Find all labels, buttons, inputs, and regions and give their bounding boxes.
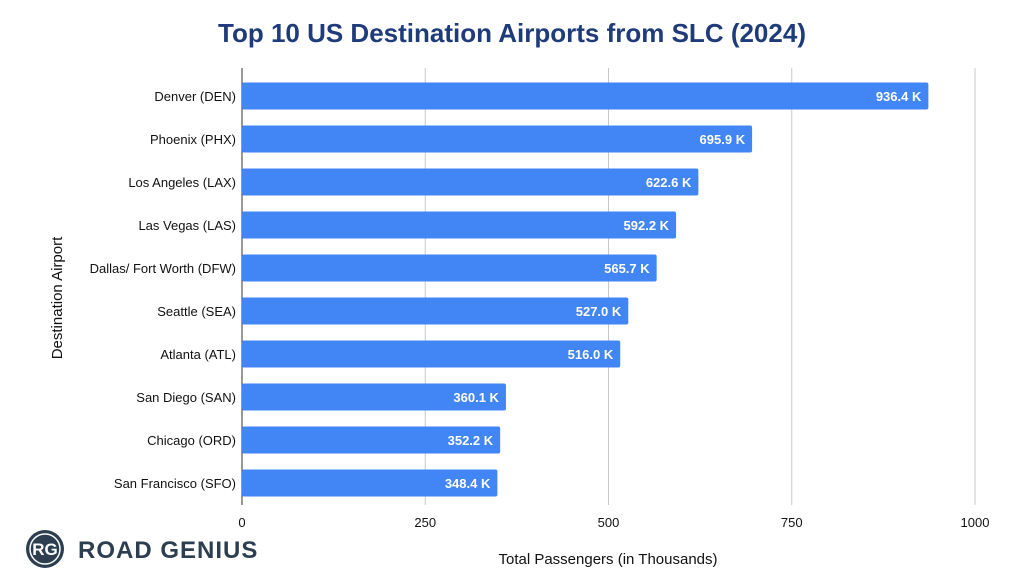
category-label: San Francisco (SFO): [114, 476, 236, 491]
bar: [242, 254, 657, 282]
chart-title: Top 10 US Destination Airports from SLC …: [218, 18, 806, 48]
category-label: Atlanta (ATL): [160, 347, 236, 362]
bar: [242, 469, 498, 497]
category-labels: Denver (DEN) Phoenix (PHX) Los Angeles (LA…: [90, 89, 236, 491]
category-label: Dallas/ Fort Worth (DFW): [90, 261, 236, 276]
bar: [242, 211, 677, 239]
logo-mark-circle: [26, 530, 64, 568]
data-label: 622.6 K: [646, 175, 692, 190]
logo-mark-ring: [29, 533, 61, 565]
data-label: 565.7 K: [604, 261, 650, 276]
road-genius-logo: RG ROAD GENIUS: [26, 530, 258, 568]
x-tick-label: 250: [414, 515, 436, 530]
category-label: Las Vegas (LAS): [138, 218, 236, 233]
data-label: 695.9 K: [700, 132, 746, 147]
category-label: Denver (DEN): [154, 89, 236, 104]
data-label: 527.0 K: [576, 304, 622, 319]
category-label: Phoenix (PHX): [150, 132, 236, 147]
category-label: Chicago (ORD): [147, 433, 236, 448]
x-axis-ticks: 0 250 500 750 1000: [238, 515, 989, 530]
x-tick-label: 750: [781, 515, 803, 530]
x-axis-label: Total Passengers (in Thousands): [498, 551, 717, 568]
data-label: 936.4 K: [876, 89, 922, 104]
logo-mark-text: RG: [32, 540, 58, 559]
category-label: Seattle (SEA): [157, 304, 236, 319]
y-axis-label: Destination Airport: [49, 236, 66, 359]
bar: [242, 383, 506, 411]
category-label: Los Angeles (LAX): [128, 175, 236, 190]
x-tick-label: 1000: [961, 515, 990, 530]
data-label: 592.2 K: [624, 218, 670, 233]
bar: [242, 82, 929, 110]
bar: [242, 297, 629, 325]
data-label: 348.4 K: [445, 476, 491, 491]
bars: [242, 82, 929, 497]
category-label: San Diego (SAN): [136, 390, 236, 405]
bar: [242, 125, 753, 153]
bar: [242, 340, 621, 368]
bar: [242, 426, 501, 454]
data-label: 352.2 K: [448, 433, 494, 448]
data-labels: 936.4 K 695.9 K 622.6 K 592.2 K 565.7 K 527.0…: [445, 89, 922, 491]
x-tick-label: 500: [598, 515, 620, 530]
bar: [242, 168, 699, 196]
x-tick-label: 0: [238, 515, 245, 530]
data-label: 516.0 K: [568, 347, 614, 362]
logo-text: ROAD GENIUS: [78, 537, 258, 564]
data-label: 360.1 K: [453, 390, 499, 405]
